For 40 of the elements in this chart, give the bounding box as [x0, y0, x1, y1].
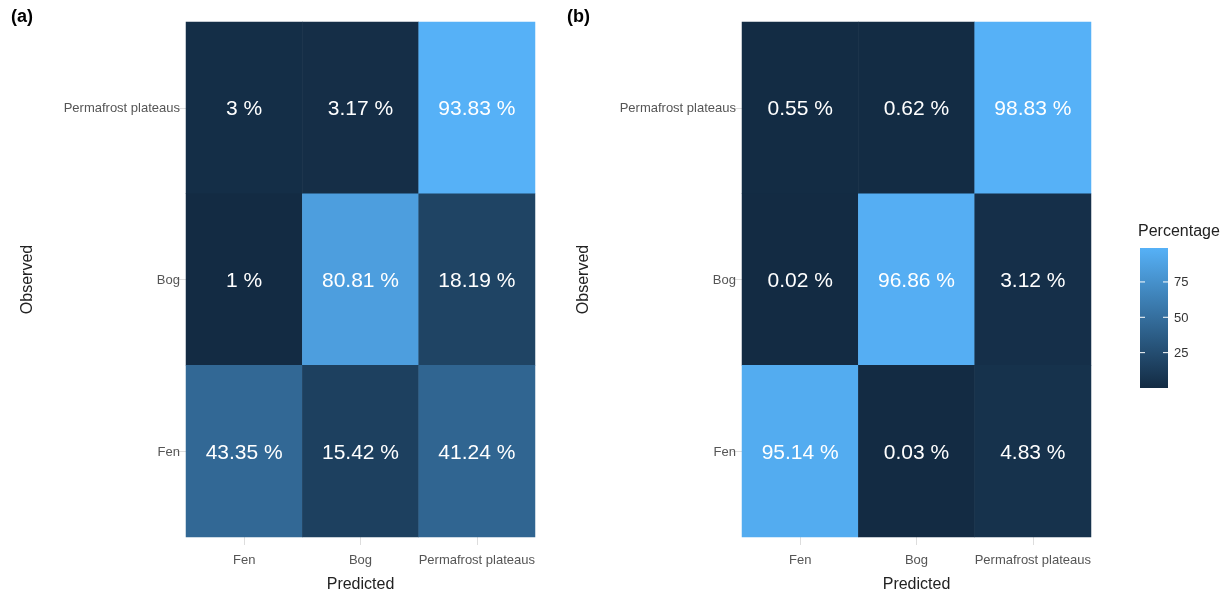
x-axis-title: Predicted: [882, 574, 951, 592]
data-label: 18.19 %: [438, 268, 516, 291]
y-tick-label: Bog: [712, 272, 736, 287]
color-bar-title: Percentage: [1138, 221, 1220, 239]
data-label: 95.14 %: [761, 439, 839, 463]
x-tick-label: Bog: [904, 552, 929, 567]
y-tick-label: Bog: [156, 272, 180, 287]
data-label: 3.12 %: [1000, 268, 1066, 291]
data-label: 1 %: [226, 268, 263, 291]
text: (b): [567, 6, 590, 26]
data-label: 43.35 %: [205, 439, 283, 463]
color-bar-label: 25: [1174, 345, 1189, 361]
x-tick-label: Permafrost plateaus: [418, 552, 536, 567]
y-tick-label: Fen: [157, 443, 180, 459]
data-label: 0.03 %: [883, 439, 950, 463]
data-label: 3 %: [226, 96, 263, 120]
y-tick-label: Permafrost plateaus: [619, 100, 737, 116]
x-tick-label: Permafrost plateaus: [974, 552, 1092, 567]
text: (a): [11, 6, 33, 26]
data-label: 93.83 %: [438, 96, 516, 120]
color-bar-label: 75: [1174, 274, 1189, 290]
x-tick-label: Bog: [348, 552, 373, 567]
x-tick-label: Fen: [232, 552, 256, 567]
y-tick-label: Fen: [713, 443, 736, 459]
data-label: 4.83 %: [1000, 439, 1066, 463]
color-bar-label: 50: [1174, 309, 1189, 325]
y-axis-title: Observed: [17, 244, 35, 315]
data-label: 96.86 %: [877, 268, 956, 291]
y-axis-title: Observed: [573, 244, 591, 315]
data-label: 0.62 %: [883, 96, 950, 120]
x-axis-title: Predicted: [326, 574, 395, 592]
data-label: 41.24 %: [438, 439, 516, 463]
x-tick-label: Fen: [788, 552, 812, 567]
data-label: 0.55 %: [767, 96, 833, 120]
y-tick-label: Permafrost plateaus: [63, 100, 181, 116]
data-label: 15.42 %: [321, 439, 400, 463]
data-label: 98.83 %: [994, 96, 1072, 120]
data-label: 80.81 %: [321, 268, 400, 291]
data-label: 0.02 %: [767, 268, 833, 291]
data-label: 3.17 %: [327, 96, 394, 120]
